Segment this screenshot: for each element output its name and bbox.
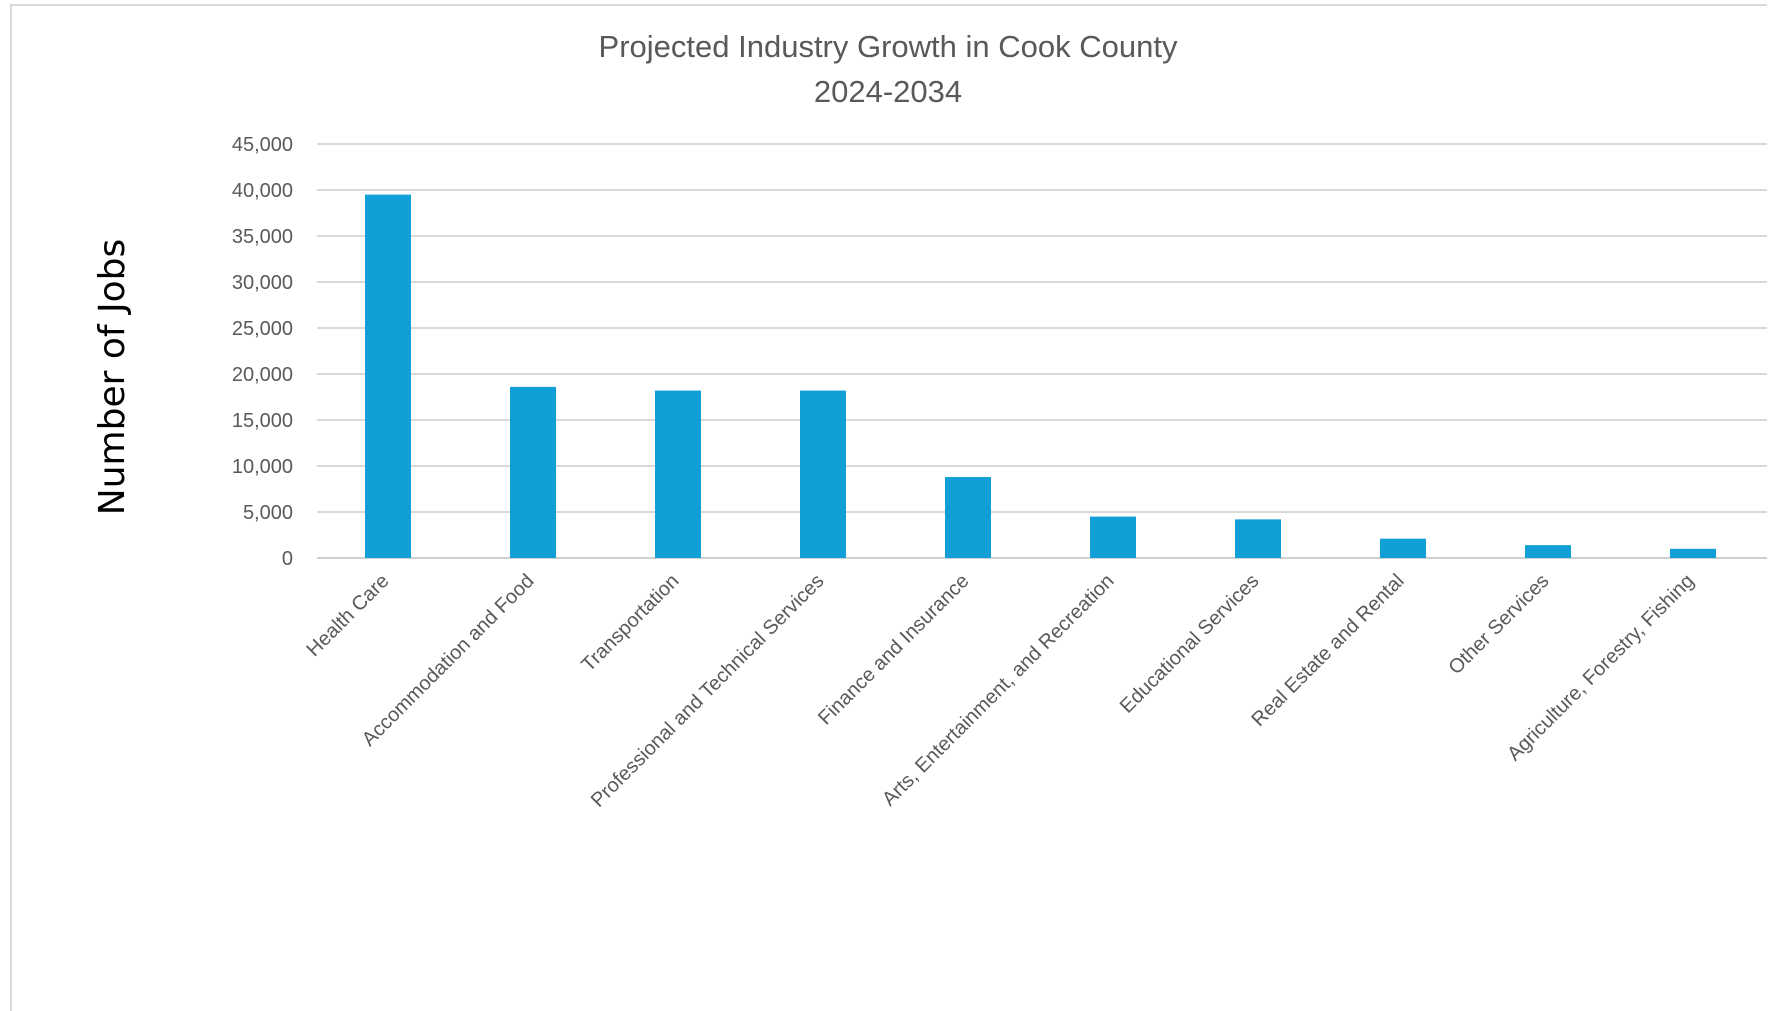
category-label: Real Estate and Rental <box>1248 570 1409 731</box>
category-label: Professional and Technical Services <box>587 570 829 812</box>
y-tick-label: 40,000 <box>232 180 293 202</box>
bar <box>510 386 556 558</box>
category-label: Health Care <box>303 570 394 661</box>
bar <box>365 194 411 558</box>
bar <box>800 390 846 558</box>
bars <box>365 194 1716 558</box>
category-label: Transportation <box>577 570 683 676</box>
bar <box>1090 516 1136 558</box>
y-tick-label: 15,000 <box>232 410 293 432</box>
chart-title-line-2: 2024-2034 <box>814 74 962 109</box>
y-tick-label: 0 <box>282 548 293 570</box>
category-label: Other Services <box>1444 570 1553 679</box>
y-tick-label: 5,000 <box>243 502 293 524</box>
chart-area <box>10 4 1767 1011</box>
bar <box>1235 519 1281 558</box>
y-axis-label: Number of Jobs <box>92 239 133 515</box>
bar <box>1525 545 1571 558</box>
y-tick-label: 20,000 <box>232 364 293 386</box>
category-label: Educational Services <box>1116 570 1264 718</box>
category-label: Finance and Insurance <box>814 570 973 729</box>
bar <box>945 477 991 558</box>
y-tick-label: 25,000 <box>232 318 293 340</box>
bar <box>1670 548 1716 558</box>
y-tick-labels: 0 5,000 10,000 15,000 20,000 25,000 30,000 35,0… <box>232 134 293 570</box>
bar <box>1380 538 1426 558</box>
y-tick-label: 45,000 <box>232 134 293 156</box>
y-tick-label: 35,000 <box>232 226 293 248</box>
chart-title-line-1: Projected Industry Growth in Cook County <box>599 29 1178 64</box>
category-label: Arts, Entertainment, and Recreation <box>878 570 1118 810</box>
bar <box>655 390 701 558</box>
category-label: Accommodation and Food <box>358 570 539 751</box>
y-tick-label: 10,000 <box>232 456 293 478</box>
y-tick-label: 30,000 <box>232 272 293 294</box>
